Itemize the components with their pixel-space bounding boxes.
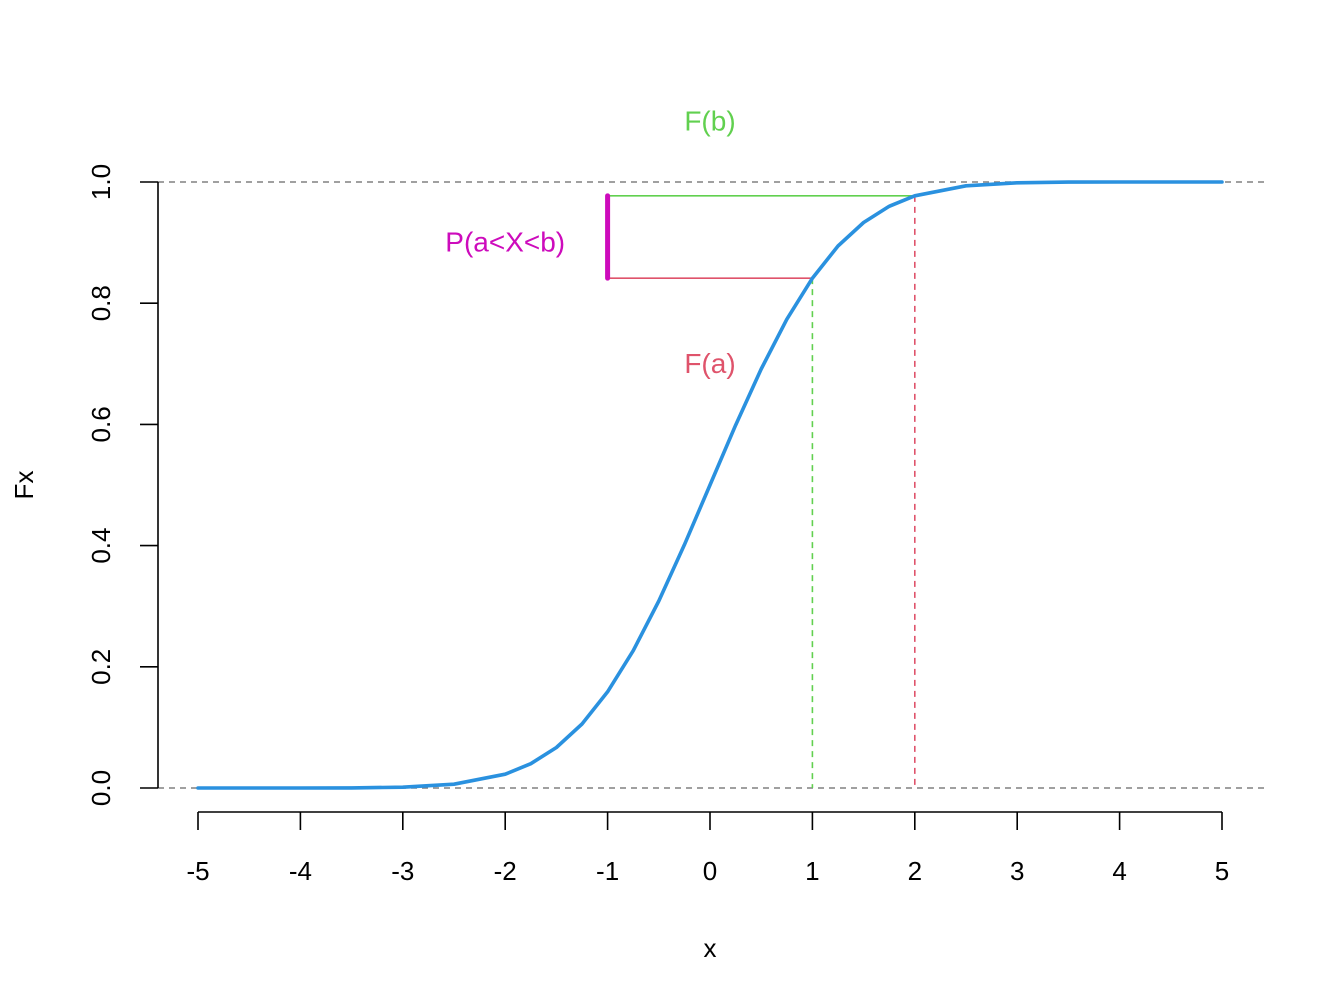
annotation-label: F(a)	[684, 348, 735, 379]
annotation-label: F(b)	[684, 105, 735, 136]
y-tick-label: 0.0	[86, 770, 116, 806]
y-axis-label: Fx	[9, 471, 39, 500]
reference-lines	[158, 181, 1264, 789]
curve-layer	[196, 180, 1224, 790]
y-tick-label: 0.2	[86, 649, 116, 685]
y-tick-label: 0.4	[86, 528, 116, 564]
x-tick-label: 4	[1112, 856, 1126, 886]
x-tick-label: 2	[908, 856, 922, 886]
x-axis-label: x	[704, 933, 717, 963]
x-tick-label: -1	[596, 856, 619, 886]
x-tick-label: -4	[289, 856, 312, 886]
x-tick-label: -2	[494, 856, 517, 886]
x-tick-label: 0	[703, 856, 717, 886]
y-tick-label: 0.8	[86, 285, 116, 321]
x-tick-label: -5	[186, 856, 209, 886]
annotation-label: P(a<X<b)	[445, 227, 565, 258]
y-tick-label: 0.6	[86, 406, 116, 442]
x-tick-label: -3	[391, 856, 414, 886]
annotations: F(b) F(a) P(a<X<b)	[445, 105, 735, 378]
y-tick-label: 1.0	[86, 164, 116, 200]
cdf-curve	[196, 180, 1224, 790]
axes: -5 -4 -3 -2 -1 0 1 2 3 4 5 0.0 0.2 0.4 0.6 0.8 1.0	[86, 164, 1229, 886]
x-tick-label: 3	[1010, 856, 1024, 886]
x-tick-label: 1	[805, 856, 819, 886]
x-tick-label: 5	[1215, 856, 1229, 886]
